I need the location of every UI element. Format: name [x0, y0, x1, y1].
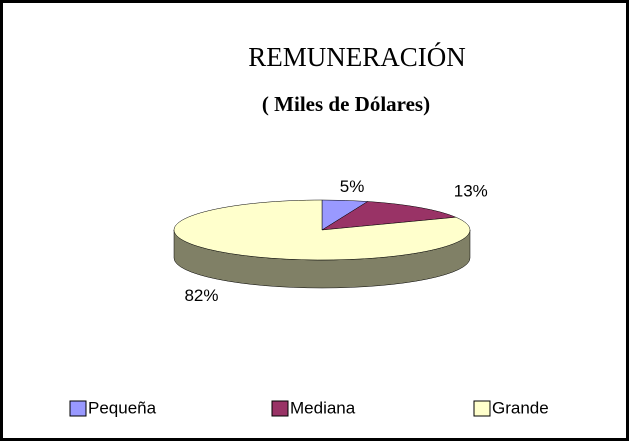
legend-swatch [473, 400, 491, 417]
legend-swatch [271, 400, 289, 417]
chart-subtitle: ( Miles de Dólares) [262, 92, 430, 116]
chart-title: REMUNERACIÓN [248, 42, 466, 72]
legend-label: Mediana [290, 398, 356, 417]
legend-label: Grande [492, 398, 549, 417]
legend-swatch [69, 400, 87, 417]
data-label: 5% [340, 177, 365, 196]
pie-slice [321, 201, 457, 231]
data-label: 13% [454, 181, 488, 200]
legend-label: Pequeña [88, 398, 157, 417]
pie-slice [173, 199, 471, 261]
data-label: 82% [184, 286, 218, 305]
